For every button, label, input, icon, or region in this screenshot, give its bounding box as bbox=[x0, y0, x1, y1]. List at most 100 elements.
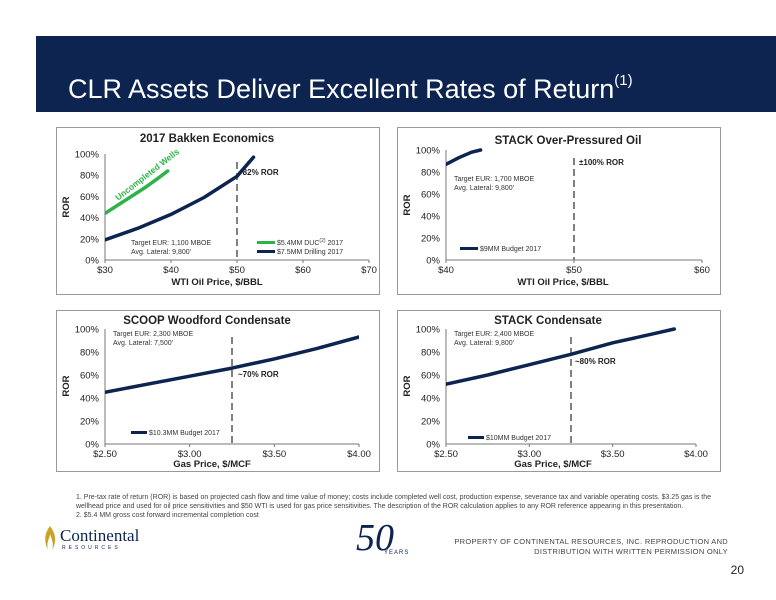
property-notice-line-1: PROPERTY OF CONTINENTAL RESOURCES, INC. … bbox=[454, 537, 728, 546]
series-line bbox=[105, 155, 256, 242]
anniversary-logo: 50 YEARS bbox=[356, 516, 416, 560]
x-tick-label: $3.50 bbox=[601, 449, 625, 460]
property-notice: PROPERTY OF CONTINENTAL RESOURCES, INC. … bbox=[428, 537, 728, 557]
logo-wordmark: Continental bbox=[60, 526, 140, 545]
y-tick-label: 40% bbox=[421, 394, 441, 405]
page-title: CLR Assets Deliver Excellent Rates of Re… bbox=[68, 72, 633, 105]
continental-logo: Continental RESOURCES bbox=[42, 520, 142, 560]
y-tick-label: 60% bbox=[80, 192, 100, 203]
page-title-text: CLR Assets Deliver Excellent Rates of Re… bbox=[68, 74, 615, 104]
x-tick-label: $70 bbox=[361, 265, 377, 276]
legend-label: $5.4MM DUC(2) 2017 bbox=[277, 238, 343, 247]
y-tick-label: 80% bbox=[80, 348, 100, 359]
chart-title: STACK Over-Pressured Oil bbox=[495, 135, 642, 147]
series-line bbox=[105, 335, 359, 395]
logo-subtext: RESOURCES bbox=[62, 545, 121, 551]
chart-title: SCOOP Woodford Condensate bbox=[123, 315, 291, 327]
footnotes: 1. Pre-tax rate of return (ROR) is based… bbox=[76, 493, 716, 520]
chart-stack-over-pressured-oil: STACK Over-Pressured Oil 0% 20% 40% 60% 80% 10… bbox=[402, 135, 710, 288]
target-note-line: Target EUR: 1,700 MBOE bbox=[454, 176, 534, 183]
x-tick-label: $40 bbox=[438, 265, 454, 276]
y-tick-label: 60% bbox=[80, 371, 100, 382]
page-title-footnote-ref: (1) bbox=[614, 72, 633, 89]
y-tick-label: 60% bbox=[421, 190, 441, 201]
x-tick-label: $3.50 bbox=[262, 449, 286, 460]
ror-annotation: ~80% ROR bbox=[575, 357, 616, 366]
chart-panel-stack-oil: STACK Over-Pressured Oil 0% 20% 40% 60% 80% 10… bbox=[397, 127, 721, 295]
flame-icon bbox=[45, 526, 56, 550]
y-tick-label: 0% bbox=[85, 440, 99, 451]
ror-annotation: ~70% ROR bbox=[238, 370, 279, 379]
y-axis-label: ROR bbox=[61, 375, 72, 396]
legend-label: $9MM Budget 2017 bbox=[480, 246, 541, 253]
y-tick-label: 20% bbox=[80, 417, 100, 428]
x-tick-label: $2.50 bbox=[434, 449, 458, 460]
y-tick-label: 100% bbox=[75, 150, 100, 161]
chart-panel-bakken: 2017 Bakken Economics 0% 20% 40% 60% 80% 100% $… bbox=[56, 127, 380, 295]
y-axis-label: ROR bbox=[402, 194, 413, 215]
series-line bbox=[446, 327, 677, 386]
y-tick-label: 20% bbox=[421, 417, 441, 428]
x-axis-label: Gas Price, $/MCF bbox=[514, 459, 592, 470]
y-tick-label: 40% bbox=[80, 213, 100, 224]
x-tick-label: $60 bbox=[694, 265, 710, 276]
x-tick-label: $3.00 bbox=[517, 449, 541, 460]
anniversary-label: YEARS bbox=[384, 550, 410, 556]
property-notice-line-2: DISTRIBUTION WITH WRITTEN PERMISSION ONL… bbox=[534, 547, 728, 556]
y-axis-label: ROR bbox=[61, 196, 72, 217]
x-tick-label: $3.00 bbox=[178, 449, 202, 460]
legend-label: $10.3MM Budget 2017 bbox=[149, 430, 220, 437]
y-tick-label: 0% bbox=[426, 256, 440, 267]
header-banner bbox=[36, 36, 776, 112]
footnote-1: 1. Pre-tax rate of return (ROR) is based… bbox=[76, 494, 712, 510]
y-tick-label: 100% bbox=[75, 325, 100, 336]
y-tick-label: 0% bbox=[426, 440, 440, 451]
series-line bbox=[105, 169, 170, 216]
y-tick-label: 0% bbox=[85, 256, 99, 267]
x-axis-label: Gas Price, $/MCF bbox=[173, 459, 251, 470]
footnote-2: 2. $5.4 MM gross cost forward incrementa… bbox=[76, 512, 259, 519]
anniversary-number: 50 bbox=[356, 517, 394, 559]
y-tick-label: 40% bbox=[421, 212, 441, 223]
x-tick-label: $2.50 bbox=[93, 449, 117, 460]
x-tick-label: $30 bbox=[97, 265, 113, 276]
ror-annotation: ±100% ROR bbox=[579, 158, 624, 167]
chart-bakken: 2017 Bakken Economics 0% 20% 40% 60% 80% 100% $… bbox=[61, 133, 377, 288]
legend-label: $7.5MM Drilling 2017 bbox=[277, 249, 343, 256]
chart-scoop-woodford: SCOOP Woodford Condensate 0% 20% 40% 60% 80% 1… bbox=[61, 315, 371, 470]
target-note-line: Avg. Lateral: 9,800' bbox=[454, 340, 514, 347]
target-note-line: Target EUR: 1,100 MBOE bbox=[131, 240, 211, 247]
x-axis-label: WTI Oil Price, $/BBL bbox=[517, 277, 609, 288]
x-tick-label: $50 bbox=[229, 265, 245, 276]
y-tick-label: 20% bbox=[80, 234, 100, 245]
series-line bbox=[446, 148, 483, 167]
ror-annotation: ~82% ROR bbox=[238, 168, 279, 177]
target-note-line: Avg. Lateral: 9,800' bbox=[131, 249, 191, 256]
y-tick-label: 100% bbox=[416, 325, 441, 336]
x-tick-label: $4.00 bbox=[684, 449, 708, 460]
series-inline-label: Uncompleted Wells bbox=[113, 146, 181, 202]
chart-panel-scoop: SCOOP Woodford Condensate 0% 20% 40% 60% 80% 1… bbox=[56, 310, 380, 472]
x-tick-label: $50 bbox=[566, 265, 582, 276]
page-number: 20 bbox=[730, 563, 744, 577]
target-note-line: Target EUR: 2,300 MBOE bbox=[113, 331, 193, 338]
x-tick-label: $60 bbox=[295, 265, 311, 276]
x-tick-label: $4.00 bbox=[347, 449, 371, 460]
y-axis-label: ROR bbox=[402, 375, 413, 396]
x-tick-label: $40 bbox=[163, 265, 179, 276]
target-note-line: Target EUR: 2,400 MBOE bbox=[454, 331, 534, 338]
y-tick-label: 80% bbox=[421, 348, 441, 359]
chart-panel-stack-condensate: STACK Condensate 0% 20% 40% 60% 80% 100% $2.50 $… bbox=[397, 310, 721, 472]
chart-title: 2017 Bakken Economics bbox=[140, 133, 274, 145]
chart-stack-condensate: STACK Condensate 0% 20% 40% 60% 80% 100% $2.50 $… bbox=[402, 315, 708, 470]
y-tick-label: 40% bbox=[80, 394, 100, 405]
legend-label: $10MM Budget 2017 bbox=[486, 435, 551, 442]
chart-title: STACK Condensate bbox=[494, 315, 602, 327]
x-axis-label: WTI Oil Price, $/BBL bbox=[171, 277, 263, 288]
y-tick-label: 20% bbox=[421, 234, 441, 245]
y-tick-label: 60% bbox=[421, 371, 441, 382]
target-note-line: Avg. Lateral: 9,800' bbox=[454, 185, 514, 192]
y-tick-label: 100% bbox=[416, 146, 441, 157]
y-tick-label: 80% bbox=[421, 168, 441, 179]
target-note-line: Avg. Lateral: 7,500' bbox=[113, 340, 173, 347]
